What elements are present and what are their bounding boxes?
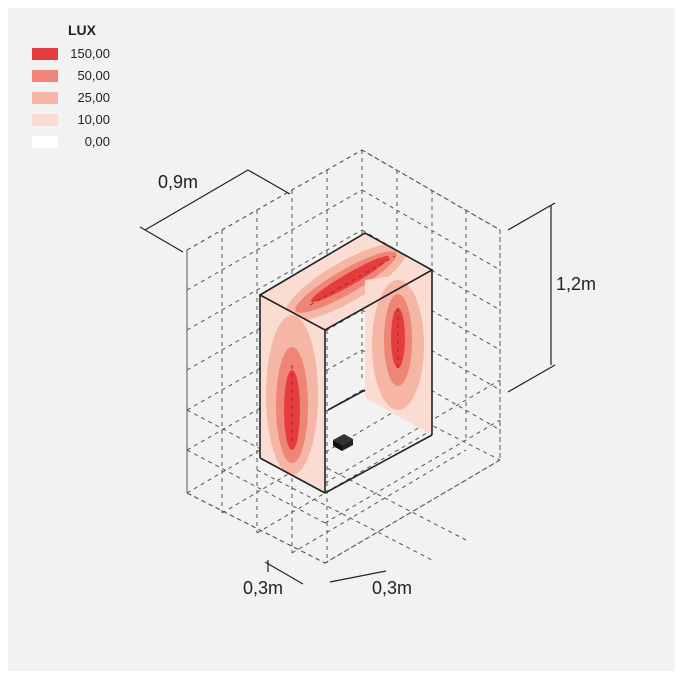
dimension-grid-left-label: 0,3m xyxy=(243,578,283,598)
dashed-grid xyxy=(186,149,501,564)
legend-swatch-25 xyxy=(32,92,58,104)
grid-outline xyxy=(186,149,501,564)
fixture-frame xyxy=(258,232,434,494)
dimension-grid-right-label: 0,3m xyxy=(372,578,412,598)
legend-label-0: 0,00 xyxy=(84,134,110,149)
dimension-lines xyxy=(139,169,556,585)
heat-core-lines xyxy=(291,255,399,445)
heatmap-top xyxy=(260,233,432,330)
legend-label-50: 50,00 xyxy=(77,68,110,83)
heatmap-back-wall xyxy=(365,270,432,435)
dimension-depth-label: 0,9m xyxy=(158,172,198,192)
legend-swatch-10 xyxy=(32,114,58,126)
light-sensor-device xyxy=(333,434,353,451)
legend-swatch-0 xyxy=(32,136,58,148)
legend-label-25: 25,00 xyxy=(77,90,110,105)
legend-item-0: 0,00 xyxy=(30,134,140,149)
legend-label-10: 10,00 xyxy=(77,112,110,127)
legend-swatch-150 xyxy=(32,48,58,60)
dimension-height-label: 1,2m xyxy=(556,274,596,294)
legend-item-10: 10,00 xyxy=(30,112,140,127)
legend-label-150: 150,00 xyxy=(70,46,110,61)
legend-item-150: 150,00 xyxy=(30,46,140,61)
diagram-panel xyxy=(8,8,675,671)
legend-title: LUX xyxy=(68,22,96,38)
legend-item-50: 50,00 xyxy=(30,68,140,83)
legend-swatch-50 xyxy=(32,70,58,82)
legend-item-25: 25,00 xyxy=(30,90,140,105)
